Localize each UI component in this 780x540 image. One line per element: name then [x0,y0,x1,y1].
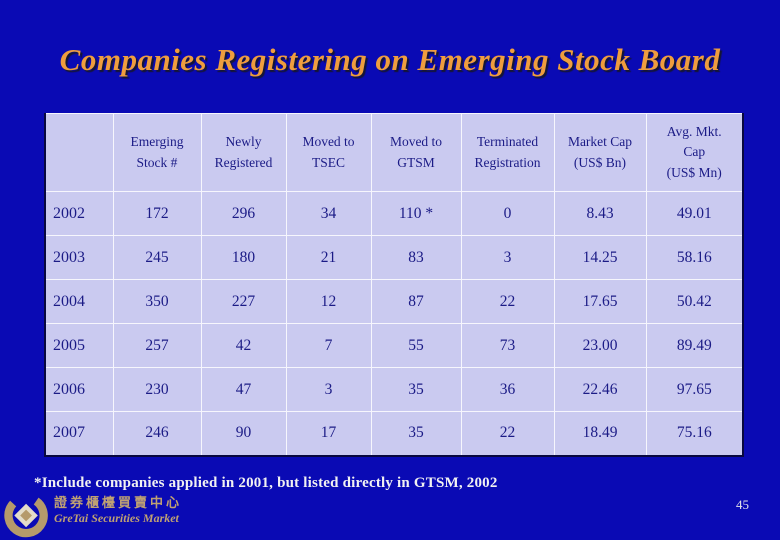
data-cell: 0 [460,191,555,236]
data-cell: 50.42 [645,279,744,324]
gretai-logo-text: 證券櫃檯買賣中心 GreTai Securities Market [54,495,182,526]
data-cell: 75.16 [645,411,744,456]
data-cell: 23.00 [553,323,647,368]
data-cell: 14.25 [553,235,647,280]
table-row: 2007 246 90 17 35 22 18.49 75.16 [44,411,744,456]
header-cell: Avg. Mkt. Cap (US$ Mn) [645,113,744,192]
data-cell: 22 [460,411,555,456]
data-cell: 3 [285,367,372,412]
table-row: 2005 257 42 7 55 73 23.00 89.49 [44,323,744,368]
data-cell: 8.43 [553,191,647,236]
page-number: 45 [736,497,749,512]
table-header-row: Emerging Stock # Newly Registered Moved to… [44,113,744,192]
data-cell: 296 [200,191,287,236]
gretai-logo: 證券櫃檯買賣中心 GreTai Securities Market [2,491,182,540]
year-cell: 2003 [44,235,114,280]
data-cell: 245 [112,235,202,280]
data-cell: 90 [200,411,287,456]
corner-cell [44,113,114,192]
gretai-chinese-name: 證券櫃檯買賣中心 [54,495,183,510]
gretai-english-name: GreTai Securities Market [54,510,179,525]
year-cell: 2002 [44,191,114,236]
registration-table-container: Emerging Stock # Newly Registered Moved to… [44,113,744,457]
table-row: 2002 172 296 34 110 * 0 8.43 49.01 [44,191,744,236]
data-cell: 12 [285,279,372,324]
data-cell: 35 [370,367,462,412]
data-cell: 350 [112,279,202,324]
data-cell: 42 [200,323,287,368]
table-body: 2002 172 296 34 110 * 0 8.43 49.01 2003 245 180 21 8… [44,191,744,456]
data-cell: 97.65 [645,367,744,412]
header-cell: Market Cap (US$ Bn) [553,113,647,192]
data-cell: 3 [460,235,555,280]
table-row: 2004 350 227 12 87 22 17.65 50.42 [44,279,744,324]
table-row: 2006 230 47 3 35 36 22.46 97.65 [44,367,744,412]
data-cell: 73 [460,323,555,368]
header-cell: Moved to GTSM [370,113,462,192]
gretai-logo-emblem [4,493,48,538]
data-cell: 18.49 [553,411,647,456]
data-cell: 246 [112,411,202,456]
table-row: 2003 245 180 21 83 3 14.25 58.16 [44,235,744,280]
data-cell: 230 [112,367,202,412]
data-table: Emerging Stock # Newly Registered Moved to… [44,113,744,457]
data-cell: 83 [370,235,462,280]
data-cell: 55 [370,323,462,368]
data-cell: 47 [200,367,287,412]
year-cell: 2004 [44,279,114,324]
data-cell: 17 [285,411,372,456]
header-cell: Terminated Registration [460,113,555,192]
data-cell: 22 [460,279,555,324]
data-cell: 257 [112,323,202,368]
data-cell: 17.65 [553,279,647,324]
data-cell: 172 [112,191,202,236]
data-cell: 89.49 [645,323,744,368]
header-cell: Emerging Stock # [112,113,202,192]
data-cell: 87 [370,279,462,324]
data-cell: 227 [200,279,287,324]
data-cell: 180 [200,235,287,280]
data-cell: 7 [285,323,372,368]
year-cell: 2007 [44,411,114,456]
data-cell: 22.46 [553,367,647,412]
data-cell: 36 [460,367,555,412]
data-cell: 49.01 [645,191,744,236]
header-cell: Newly Registered [200,113,287,192]
data-cell: 35 [370,411,462,456]
footnote: *Include companies applied in 2001, but … [34,475,498,491]
data-cell: 110 * [370,191,462,236]
data-cell: 58.16 [645,235,744,280]
header-cell: Moved to TSEC [285,113,372,192]
year-cell: 2005 [44,323,114,368]
slide-title: Companies Registering on Emerging Stock … [59,42,721,77]
data-cell: 21 [285,235,372,280]
data-cell: 34 [285,191,372,236]
year-cell: 2006 [44,367,114,412]
